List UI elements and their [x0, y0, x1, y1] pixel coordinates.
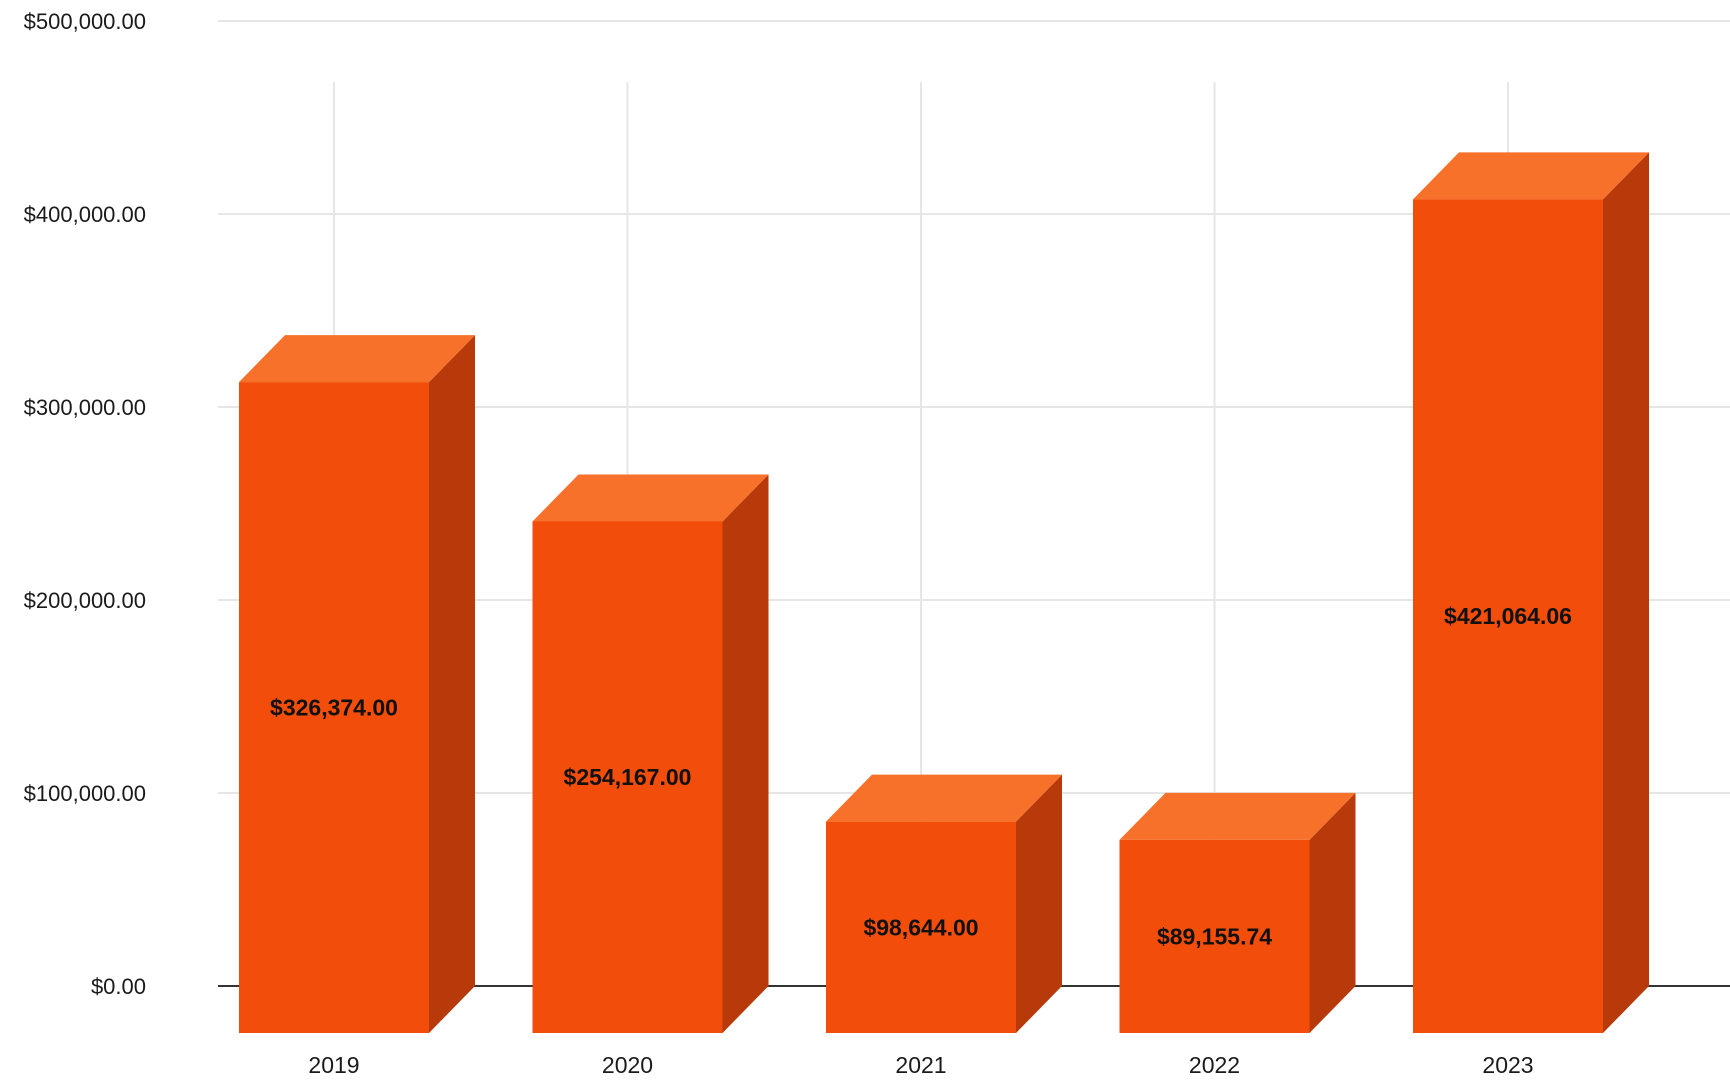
bar-side-face [1603, 152, 1649, 1033]
bar-2019 [239, 335, 475, 1034]
x-tick-label: 2023 [1482, 1052, 1533, 1078]
bar-2021 [826, 774, 1062, 1033]
x-tick-label: 2022 [1189, 1052, 1240, 1078]
bar-top-face [532, 474, 769, 522]
bar-front-face [1413, 199, 1603, 1033]
bar-side-face [1309, 792, 1356, 1033]
y-tick-label: $0.00 [91, 974, 146, 999]
bar-front-face [826, 821, 1016, 1033]
bar-top-face [1119, 792, 1356, 840]
y-axis-tick-labels: $0.00 $100,000.00 $200,000.00 $300,000.00 $4… [24, 9, 146, 999]
bar-front-face [532, 521, 723, 1033]
y-tick-label: $100,000.00 [24, 781, 146, 806]
bar-top-face [826, 774, 1062, 822]
bar-top-face [1413, 152, 1649, 200]
bar-top-face [239, 335, 475, 383]
data-labels: $326,374.00 $254,167.00 $98,644.00 $89,155.… [270, 603, 1572, 949]
data-label: $326,374.00 [270, 695, 398, 721]
x-tick-label: 2021 [895, 1052, 946, 1078]
bar-side-face [722, 474, 769, 1033]
bar-2020 [532, 474, 769, 1033]
data-label: $254,167.00 [564, 764, 692, 790]
x-tick-label: 2019 [308, 1052, 359, 1078]
x-axis-category-labels: 2019 2020 2021 2022 2023 [308, 1052, 1533, 1078]
x-tick-label: 2020 [602, 1052, 653, 1078]
data-label: $89,155.74 [1157, 923, 1272, 949]
bar-front-face [239, 382, 429, 1034]
bar-side-face [1016, 774, 1062, 1033]
data-label: $421,064.06 [1444, 603, 1572, 629]
y-tick-label: $200,000.00 [24, 588, 146, 613]
y-tick-label: $400,000.00 [24, 202, 146, 227]
bar-2022 [1119, 792, 1356, 1033]
y-tick-label: $300,000.00 [24, 395, 146, 420]
y-tick-label: $500,000.00 [24, 9, 146, 34]
bars [239, 152, 1649, 1034]
bar-front-face [1119, 839, 1310, 1033]
data-label: $98,644.00 [863, 914, 978, 940]
bar-2023 [1413, 152, 1649, 1033]
bar-side-face [429, 335, 475, 1034]
